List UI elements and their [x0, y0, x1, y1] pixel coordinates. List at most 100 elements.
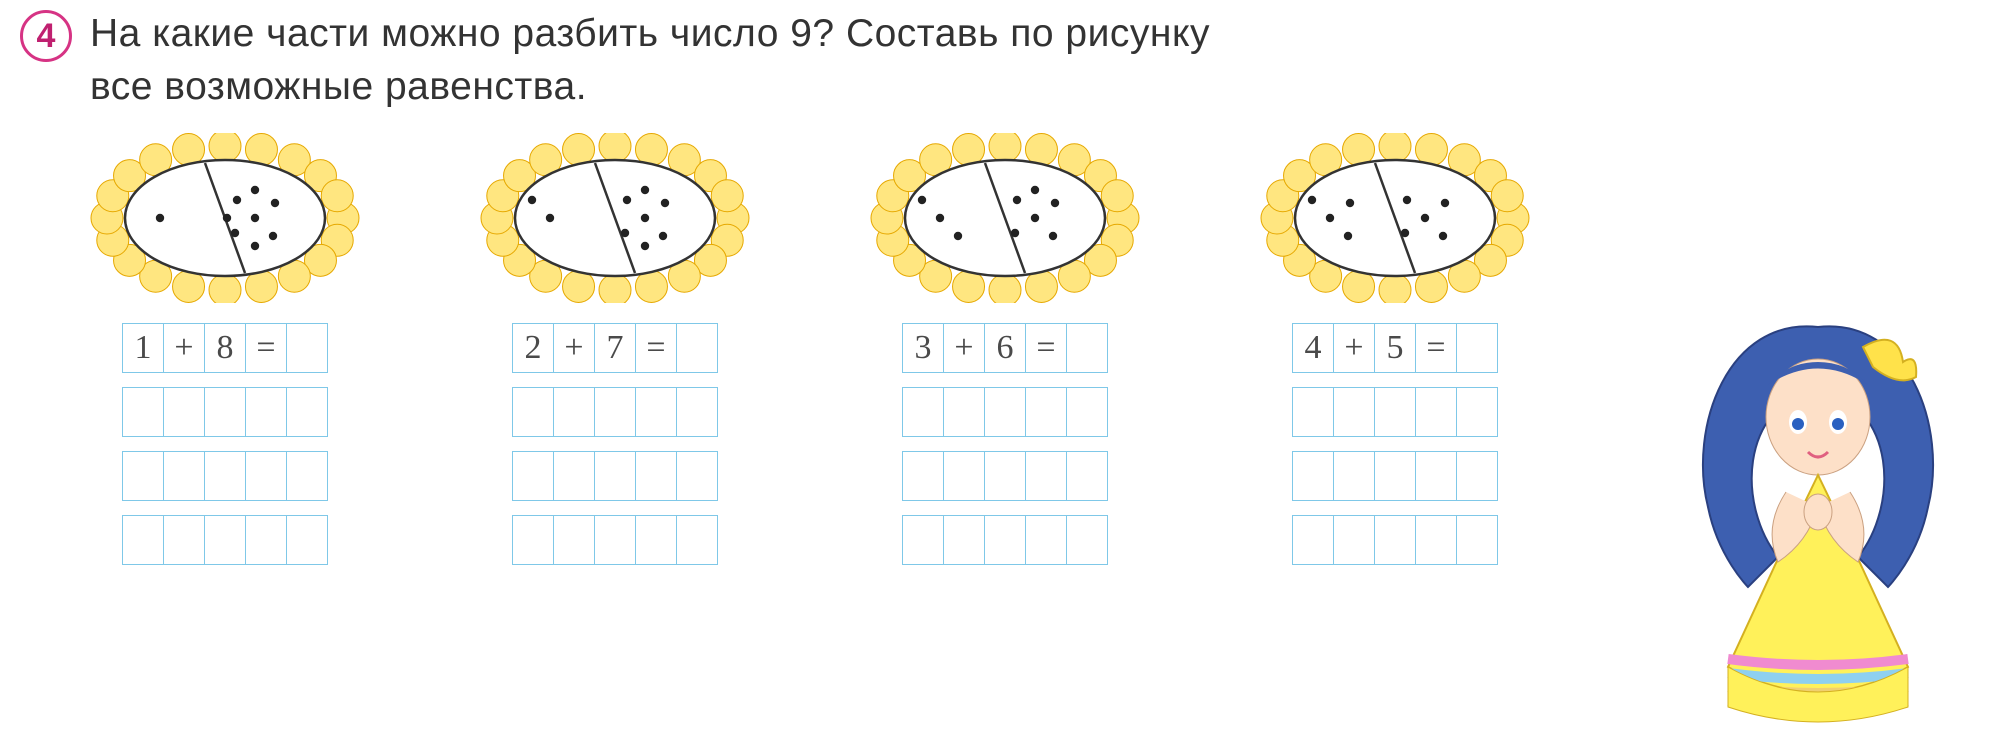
- cell: 2: [512, 323, 554, 373]
- cell: [1025, 515, 1067, 565]
- blank-row: [902, 451, 1108, 501]
- column-3: 4+5=: [1260, 133, 1530, 579]
- cell: [245, 387, 287, 437]
- cell: +: [1333, 323, 1375, 373]
- blank-row: [1292, 387, 1498, 437]
- cell: [163, 451, 205, 501]
- header: 4 На какие части можно разбить число 9? …: [20, 8, 1978, 113]
- cell: [122, 451, 164, 501]
- cell: [676, 451, 718, 501]
- cell: [1333, 515, 1375, 565]
- cell: [1415, 515, 1457, 565]
- cell: [676, 387, 718, 437]
- flower-2: [870, 133, 1140, 303]
- cell: 6: [984, 323, 1026, 373]
- blank-row: [512, 515, 718, 565]
- cell: [204, 515, 246, 565]
- blank-row: [902, 387, 1108, 437]
- cell: [1066, 387, 1108, 437]
- cell: =: [1025, 323, 1067, 373]
- cell: [286, 323, 328, 373]
- cell: [902, 515, 944, 565]
- column-0: 1+8=: [90, 133, 360, 579]
- cell: [1292, 387, 1334, 437]
- column-2: 3+6=: [870, 133, 1140, 579]
- expression-row: 3+6=: [902, 323, 1108, 373]
- cell: =: [635, 323, 677, 373]
- columns: 1+8= 2+7= 3+6= 4+5=: [90, 133, 1530, 579]
- cell: [1374, 387, 1416, 437]
- cell: [1066, 451, 1108, 501]
- cell: [553, 451, 595, 501]
- column-1: 2+7=: [480, 133, 750, 579]
- cell: [1456, 515, 1498, 565]
- blank-row: [512, 387, 718, 437]
- cell: [1456, 451, 1498, 501]
- flower-0: [90, 133, 360, 303]
- cell: [1456, 387, 1498, 437]
- cell: [512, 515, 554, 565]
- cell: [1066, 323, 1108, 373]
- cell: [676, 323, 718, 373]
- blank-row: [902, 515, 1108, 565]
- cell: [676, 515, 718, 565]
- cell: [204, 387, 246, 437]
- cell: 5: [1374, 323, 1416, 373]
- cell: [984, 387, 1026, 437]
- cell: [635, 387, 677, 437]
- cell: [635, 515, 677, 565]
- cell: [984, 451, 1026, 501]
- cell: [1333, 387, 1375, 437]
- cell: [943, 515, 985, 565]
- cell: [943, 387, 985, 437]
- cell: [245, 515, 287, 565]
- expression-row: 2+7=: [512, 323, 718, 373]
- expression-row: 1+8=: [122, 323, 328, 373]
- cell: [594, 387, 636, 437]
- cell: [902, 387, 944, 437]
- cell: [245, 451, 287, 501]
- cell: [122, 515, 164, 565]
- cell: 7: [594, 323, 636, 373]
- cell: 3: [902, 323, 944, 373]
- cell: [512, 387, 554, 437]
- flower-3: [1260, 133, 1530, 303]
- blank-row: [122, 451, 328, 501]
- cell: [163, 515, 205, 565]
- blank-row: [1292, 515, 1498, 565]
- cell: 8: [204, 323, 246, 373]
- cell: [1456, 323, 1498, 373]
- cell: 1: [122, 323, 164, 373]
- cell: [122, 387, 164, 437]
- flower-1: [480, 133, 750, 303]
- cell: [594, 451, 636, 501]
- blank-row: [512, 451, 718, 501]
- cell: 4: [1292, 323, 1334, 373]
- question-line-1: На какие части можно разбить число 9? Со…: [90, 12, 1210, 55]
- cell: [1374, 515, 1416, 565]
- cell: [286, 387, 328, 437]
- blank-row: [122, 515, 328, 565]
- cell: =: [1415, 323, 1457, 373]
- cell: [1415, 387, 1457, 437]
- cell: [1025, 387, 1067, 437]
- cell: =: [245, 323, 287, 373]
- cell: [553, 387, 595, 437]
- problem-number: 4: [37, 17, 56, 56]
- cell: [1025, 451, 1067, 501]
- cell: [286, 451, 328, 501]
- cell: [984, 515, 1026, 565]
- expression-row: 4+5=: [1292, 323, 1498, 373]
- question-text: На какие части можно разбить число 9? Со…: [90, 8, 1210, 113]
- blank-row: [122, 387, 328, 437]
- cell: [286, 515, 328, 565]
- cell: [1333, 451, 1375, 501]
- cell: [163, 387, 205, 437]
- blank-row: [1292, 451, 1498, 501]
- cell: +: [553, 323, 595, 373]
- question-line-2: все возможные равенства.: [90, 65, 587, 108]
- cell: [594, 515, 636, 565]
- cell: [1292, 451, 1334, 501]
- problem-number-circle: 4: [20, 10, 72, 62]
- cell: +: [943, 323, 985, 373]
